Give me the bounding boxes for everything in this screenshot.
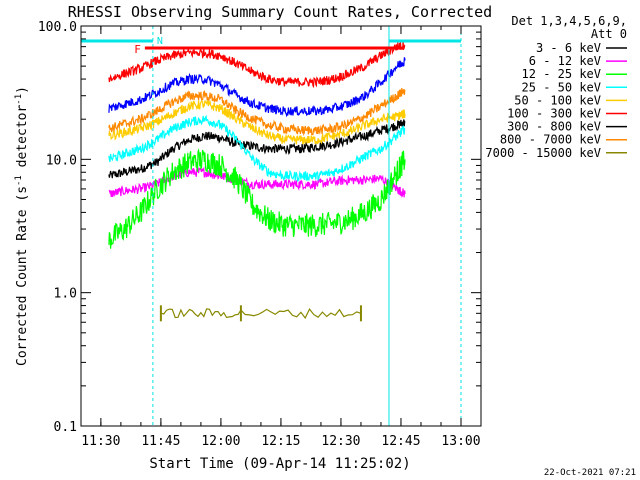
series-line-3 bbox=[108, 114, 406, 183]
x-tick-label: 12:15 bbox=[261, 434, 300, 449]
x-axis-label: Start Time (09-Apr-14 11:25:02) bbox=[149, 456, 410, 472]
series-line-2 bbox=[108, 148, 406, 249]
axis-layer: 11:30 11:45 12:00 12:15 12:30 12:45 13:00 0.1 1.… bbox=[38, 20, 482, 449]
x-tick-label: 12:30 bbox=[321, 434, 360, 449]
legend-label: 300 - 800 keV bbox=[507, 120, 601, 134]
y-axis-label: Corrected Count Rate (s-1 detector-1) bbox=[14, 86, 30, 366]
series-line-9 bbox=[108, 56, 406, 118]
series-line-4 bbox=[108, 99, 406, 145]
y-tick-label: 0.1 bbox=[54, 420, 77, 435]
plot-frame bbox=[80, 25, 482, 427]
series-line-7 bbox=[108, 87, 406, 137]
legend-label: 25 - 50 keV bbox=[522, 80, 601, 94]
series-line-1 bbox=[108, 166, 406, 199]
x-tick-label: 13:00 bbox=[441, 434, 480, 449]
legend-title-line2: Att 0 bbox=[591, 27, 627, 41]
y-tick-label: 10.0 bbox=[46, 153, 77, 168]
flare-flag-label: F bbox=[134, 43, 141, 56]
legend-label: 100 - 300 keV bbox=[507, 107, 601, 121]
y-axis-label-sup2: -1 bbox=[14, 94, 24, 105]
night-flag-label: N bbox=[157, 36, 163, 47]
series-line-5 bbox=[108, 41, 406, 89]
legend-label: 7000 - 15000 keV bbox=[485, 146, 601, 160]
legend-label: 50 - 100 keV bbox=[514, 93, 601, 107]
y-axis-label-part2: detector bbox=[15, 105, 30, 176]
legend-label: 6 - 12 keV bbox=[529, 54, 601, 68]
series-line-8 bbox=[160, 307, 362, 320]
chart-title: RHESSI Observing Summary Count Rates, Co… bbox=[68, 3, 492, 21]
y-tick-label: 100.0 bbox=[38, 20, 77, 35]
legend-title-line1: Det 1,3,4,5,6,9, bbox=[511, 14, 627, 28]
legend-label: 800 - 7000 keV bbox=[500, 133, 601, 147]
legend-label: 12 - 25 keV bbox=[522, 67, 601, 81]
x-tick-label: 11:45 bbox=[141, 434, 180, 449]
y-axis-label-part1: Corrected Count Rate (s bbox=[15, 186, 30, 366]
legend-label: 3 - 6 keV bbox=[536, 41, 601, 55]
x-tick-label: 12:00 bbox=[201, 434, 240, 449]
y-axis-label-part3: ) bbox=[15, 86, 30, 94]
x-tick-label: 12:45 bbox=[381, 434, 420, 449]
series-line-0 bbox=[108, 119, 406, 179]
timestamp: 22-Oct-2021 07:21 bbox=[544, 468, 636, 478]
y-axis-label-sup1: -1 bbox=[14, 175, 24, 186]
y-tick-label: 1.0 bbox=[54, 287, 77, 302]
x-tick-label: 11:30 bbox=[81, 434, 120, 449]
series-layer bbox=[108, 41, 406, 322]
